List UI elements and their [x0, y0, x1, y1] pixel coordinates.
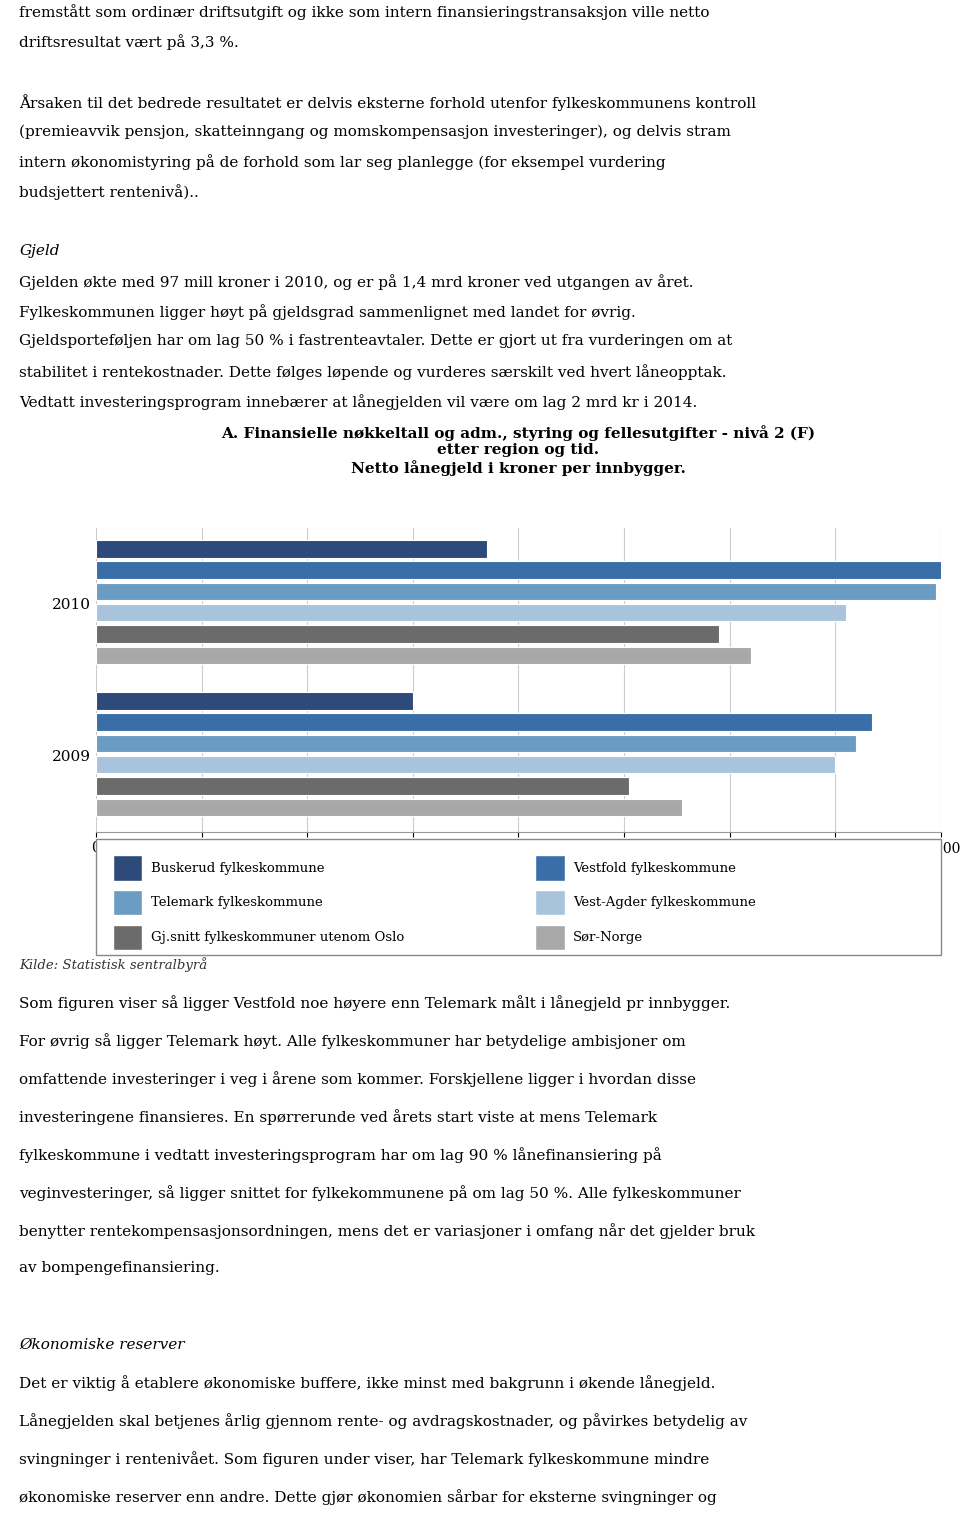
Text: fylkeskommune i vedtatt investeringsprogram har om lag 90 % lånefinansiering på: fylkeskommune i vedtatt investeringsprog… — [19, 1148, 662, 1164]
Bar — [96, 583, 935, 599]
Bar — [96, 756, 835, 773]
Text: stabilitet i rentekostnader. Dette følges løpende og vurderes særskilt ved hvert: stabilitet i rentekostnader. Dette følge… — [19, 364, 727, 380]
Text: Gjelden økte med 97 mill kroner i 2010, og er på 1,4 mrd kroner ved utgangen av : Gjelden økte med 97 mill kroner i 2010, … — [19, 275, 694, 290]
Text: Økonomiske reserver: Økonomiske reserver — [19, 1337, 184, 1351]
Bar — [96, 561, 956, 579]
Bar — [113, 856, 142, 881]
Bar — [96, 713, 872, 730]
Text: Gj.snitt fylkeskommuner utenom Oslo: Gj.snitt fylkeskommuner utenom Oslo — [151, 931, 404, 944]
Text: intern økonomistyring på de forhold som lar seg planlegge (for eksempel vurderin: intern økonomistyring på de forhold som … — [19, 155, 666, 171]
Text: svingninger i rentenivået. Som figuren under viser, har Telemark fylkeskommune m: svingninger i rentenivået. Som figuren u… — [19, 1451, 709, 1468]
Bar — [96, 778, 630, 795]
Text: Buskerud fylkeskommune: Buskerud fylkeskommune — [151, 862, 324, 875]
Bar — [536, 925, 564, 950]
Text: Lånegjelden skal betjenes årlig gjennom rente- og avdragskostnader, og påvirkes : Lånegjelden skal betjenes årlig gjennom … — [19, 1414, 748, 1429]
Text: benytter rentekompensasjonsordningen, mens det er variasjoner i omfang når det g: benytter rentekompensasjonsordningen, me… — [19, 1223, 756, 1239]
Text: driftsresultat vært på 3,3 %.: driftsresultat vært på 3,3 %. — [19, 34, 239, 51]
Text: Vedtatt investeringsprogram innebærer at lånegjelden vil være om lag 2 mrd kr i : Vedtatt investeringsprogram innebærer at… — [19, 395, 698, 410]
Bar — [96, 692, 413, 710]
FancyBboxPatch shape — [96, 839, 941, 954]
Text: Fylkeskommunen ligger høyt på gjeldsgrad sammenlignet med landet for øvrig.: Fylkeskommunen ligger høyt på gjeldsgrad… — [19, 304, 636, 320]
Text: (premieavvik pensjon, skatteinngang og momskompensasjon investeringer), og delvi: (premieavvik pensjon, skatteinngang og m… — [19, 124, 732, 138]
Text: For øvrig så ligger Telemark høyt. Alle fylkeskommuner har betydelige ambisjoner: For øvrig så ligger Telemark høyt. Alle … — [19, 1033, 686, 1050]
Text: Som figuren viser så ligger Vestfold noe høyere enn Telemark målt i lånegjeld pr: Som figuren viser så ligger Vestfold noe… — [19, 996, 731, 1011]
Text: omfattende investeringer i veg i årene som kommer. Forskjellene ligger i hvordan: omfattende investeringer i veg i årene s… — [19, 1071, 696, 1087]
Text: av bompengefinansiering.: av bompengefinansiering. — [19, 1262, 220, 1276]
Text: A. Finansielle nøkkeltall og adm., styring og fellesutgifter - nivå 2 (F)
etter : A. Finansielle nøkkeltall og adm., styri… — [222, 426, 815, 475]
Bar — [96, 735, 856, 752]
Text: Sør-Norge: Sør-Norge — [573, 931, 643, 944]
Text: Gjeld: Gjeld — [19, 244, 60, 258]
Bar — [113, 925, 142, 950]
Bar — [96, 626, 719, 642]
Text: Vest-Agder fylkeskommune: Vest-Agder fylkeskommune — [573, 896, 756, 910]
Bar — [96, 647, 751, 664]
Bar — [536, 890, 564, 916]
Text: Telemark fylkeskommune: Telemark fylkeskommune — [151, 896, 323, 910]
Text: fremstått som ordinær driftsutgift og ikke som intern finansieringstransaksjon v: fremstått som ordinær driftsutgift og ik… — [19, 5, 709, 20]
Text: Kilde: Statistisk sentralbyrå: Kilde: Statistisk sentralbyrå — [19, 958, 207, 973]
Text: Det er viktig å etablere økonomiske buffere, ikke minst med bakgrunn i økende lå: Det er viktig å etablere økonomiske buff… — [19, 1376, 715, 1391]
Text: budsjettert rentenivå)..: budsjettert rentenivå).. — [19, 184, 199, 200]
Text: veginvesteringer, så ligger snittet for fylkekommunene på om lag 50 %. Alle fylk: veginvesteringer, så ligger snittet for … — [19, 1185, 741, 1202]
Text: Gjeldsporteføljen har om lag 50 % i fastrenteavtaler. Dette er gjort ut fra vurd: Gjeldsporteføljen har om lag 50 % i fast… — [19, 335, 732, 349]
Text: Årsaken til det bedrede resultatet er delvis eksterne forhold utenfor fylkeskomm: Årsaken til det bedrede resultatet er de… — [19, 94, 756, 111]
Text: Vestfold fylkeskommune: Vestfold fylkeskommune — [573, 862, 736, 875]
Bar — [536, 856, 564, 881]
Text: økonomiske reserver enn andre. Dette gjør økonomien sårbar for eksterne svingnin: økonomiske reserver enn andre. Dette gjø… — [19, 1489, 717, 1505]
Bar — [96, 604, 846, 621]
Bar — [96, 799, 682, 816]
Text: investeringene finansieres. En spørrerunde ved årets start viste at mens Telemar: investeringene finansieres. En spørrerun… — [19, 1110, 658, 1125]
Bar — [96, 539, 487, 558]
X-axis label: Kroner: Kroner — [493, 861, 543, 875]
Bar — [113, 890, 142, 916]
